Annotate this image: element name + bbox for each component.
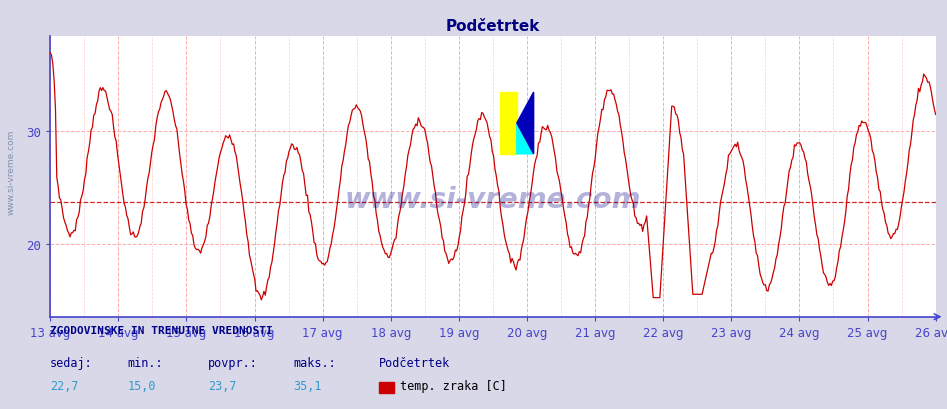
Text: 22,7: 22,7 (50, 380, 79, 392)
Text: 23,7: 23,7 (208, 380, 237, 392)
Text: ZGODOVINSKE IN TRENUTNE VREDNOSTI: ZGODOVINSKE IN TRENUTNE VREDNOSTI (50, 325, 273, 335)
Text: sedaj:: sedaj: (50, 356, 93, 369)
Text: www.si-vreme.com: www.si-vreme.com (345, 185, 641, 213)
Text: maks.:: maks.: (294, 356, 336, 369)
Text: temp. zraka [C]: temp. zraka [C] (400, 380, 507, 392)
Text: 35,1: 35,1 (294, 380, 322, 392)
Bar (500, 93, 517, 155)
Polygon shape (517, 124, 534, 155)
Text: 15,0: 15,0 (128, 380, 156, 392)
Text: www.si-vreme.com: www.si-vreme.com (7, 129, 16, 214)
Text: min.:: min.: (128, 356, 164, 369)
Text: Podčetrtek: Podčetrtek (379, 356, 450, 369)
Polygon shape (517, 93, 534, 155)
Title: Podčetrtek: Podčetrtek (446, 19, 540, 34)
Text: povpr.:: povpr.: (208, 356, 259, 369)
